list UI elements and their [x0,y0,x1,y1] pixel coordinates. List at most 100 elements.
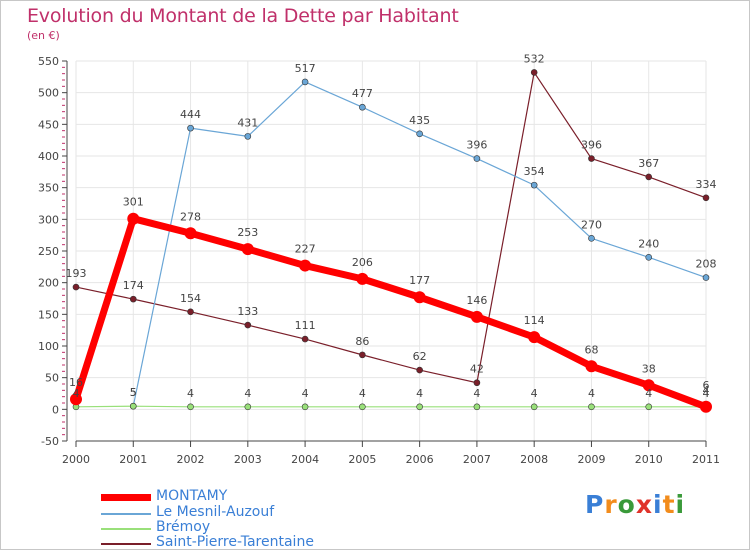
data-label-le-mesnil-auzouf: 477 [352,87,373,100]
data-point-saint-pierre-tarentaine [530,69,538,76]
data-point-br-moy [530,403,538,411]
data-label-le-mesnil-auzouf: 435 [409,114,430,127]
logo-letter: r [604,490,618,519]
data-label-br-moy: 4 [531,387,538,400]
data-point-br-moy [645,403,653,411]
y-tick-label: 0 [52,403,59,416]
data-label-br-moy: 4 [73,387,80,400]
data-label-montamy: 227 [295,243,316,256]
data-point-montamy [642,379,655,392]
data-point-le-mesnil-auzouf [359,103,366,111]
legend-label-montamy: MONTAMY [156,488,228,504]
x-tick-label: 2008 [520,453,548,466]
data-point-montamy [700,400,712,413]
data-label-le-mesnil-auzouf: 517 [295,62,316,75]
data-point-montamy [470,310,483,323]
data-point-le-mesnil-auzouf [416,130,423,138]
data-label-br-moy: 4 [187,387,194,400]
x-tick-label: 2005 [348,453,376,466]
data-point-le-mesnil-auzouf [702,274,710,281]
data-point-br-moy [301,403,309,411]
data-point-montamy [299,259,312,272]
y-tick-label: 150 [38,308,59,321]
grid [75,60,707,442]
y-tick-label: 500 [38,87,59,100]
data-label-montamy: 177 [409,274,430,287]
data-point-montamy [585,360,598,373]
data-label-le-mesnil-auzouf: 5 [130,386,137,399]
data-label-br-moy: 4 [302,387,309,400]
data-label-saint-pierre-tarentaine: 62 [413,350,427,363]
y-tick-label: 200 [38,277,59,290]
logo-letter: i [675,490,686,519]
data-label-montamy: 253 [237,226,258,239]
data-label-montamy: 278 [180,210,201,223]
data-point-montamy [356,272,369,285]
logo-letter: o [617,490,636,519]
data-point-br-moy [359,403,366,411]
legend-swatch-montamy [101,494,151,501]
data-point-le-mesnil-auzouf [187,124,194,132]
data-point-montamy [127,212,140,225]
legend-swatch-bremoy [101,528,151,530]
axes: -50 0 50 100 150 200 250 300 350 400 450 500 550 2000… [38,55,720,466]
data-point-saint-pierre-tarentaine [645,173,653,181]
data-label-le-mesnil-auzouf: 208 [696,258,717,271]
data-point-br-moy [473,403,481,411]
data-label-saint-pierre-tarentaine: 174 [123,279,144,292]
data-label-le-mesnil-auzouf: 431 [237,116,258,129]
logo-letter: t [662,490,676,519]
data-label-montamy: 114 [524,314,545,327]
data-label-le-mesnil-auzouf: 240 [638,237,659,250]
data-point-montamy [241,243,254,256]
data-label-br-moy: 4 [359,387,366,400]
data-point-saint-pierre-tarentaine [129,295,137,303]
data-point-saint-pierre-tarentaine [244,321,252,329]
y-tick-label: 350 [38,182,59,195]
data-label-saint-pierre-tarentaine: 42 [470,363,484,376]
legend-label-saint-pierre-tarentaine: Saint-Pierre-Tarentaine [156,534,314,550]
x-tick-label: 2004 [291,453,319,466]
data-point-saint-pierre-tarentaine [187,308,194,316]
data-point-saint-pierre-tarentaine [416,366,423,374]
data-label-montamy: 206 [352,256,373,269]
data-point-br-moy [129,402,137,410]
y-tick-label: 400 [38,150,59,163]
data-label-br-moy: 5 [130,386,137,399]
data-label-br-moy: 4 [416,387,423,400]
data-point-saint-pierre-tarentaine [301,335,309,343]
series [70,69,712,413]
data-label-saint-pierre-tarentaine: 111 [295,319,316,332]
x-tick-label: 2011 [692,453,720,466]
legend-label-bremoy: Brémoy [156,519,211,535]
legend-swatch-saint-pierre-tarentaine [101,543,151,545]
data-label-saint-pierre-tarentaine: 396 [581,139,602,152]
x-tick-label: 2009 [577,453,605,466]
x-tick-label: 2006 [406,453,434,466]
data-point-saint-pierre-tarentaine [473,379,481,387]
data-point-le-mesnil-auzouf [530,181,538,189]
data-point-le-mesnil-auzouf [645,254,653,261]
data-label-montamy: 68 [584,343,598,356]
data-label-br-moy: 4 [645,387,652,400]
data-point-br-moy [588,403,595,411]
data-point-le-mesnil-auzouf [301,78,309,86]
data-point-saint-pierre-tarentaine [359,351,366,359]
data-point-montamy [184,227,197,240]
series-line-br-moy [75,405,707,408]
data-point-le-mesnil-auzouf [473,155,481,162]
y-tick-label: 300 [38,213,59,226]
data-point-le-mesnil-auzouf [588,235,595,242]
y-tick-label: 50 [45,372,59,385]
data-label-le-mesnil-auzouf: 444 [180,108,201,121]
legend-swatch-le-mesnil-auzouf [101,513,151,515]
data-label-montamy: 146 [466,294,487,307]
y-tick-label: 450 [38,118,59,131]
chart-title: Evolution du Montant de la Dette par Hab… [27,5,459,27]
y-tick-label: 250 [38,245,59,258]
data-label-saint-pierre-tarentaine: 532 [524,52,545,65]
data-label-saint-pierre-tarentaine: 133 [237,305,258,318]
data-label-br-moy: 4 [473,387,480,400]
